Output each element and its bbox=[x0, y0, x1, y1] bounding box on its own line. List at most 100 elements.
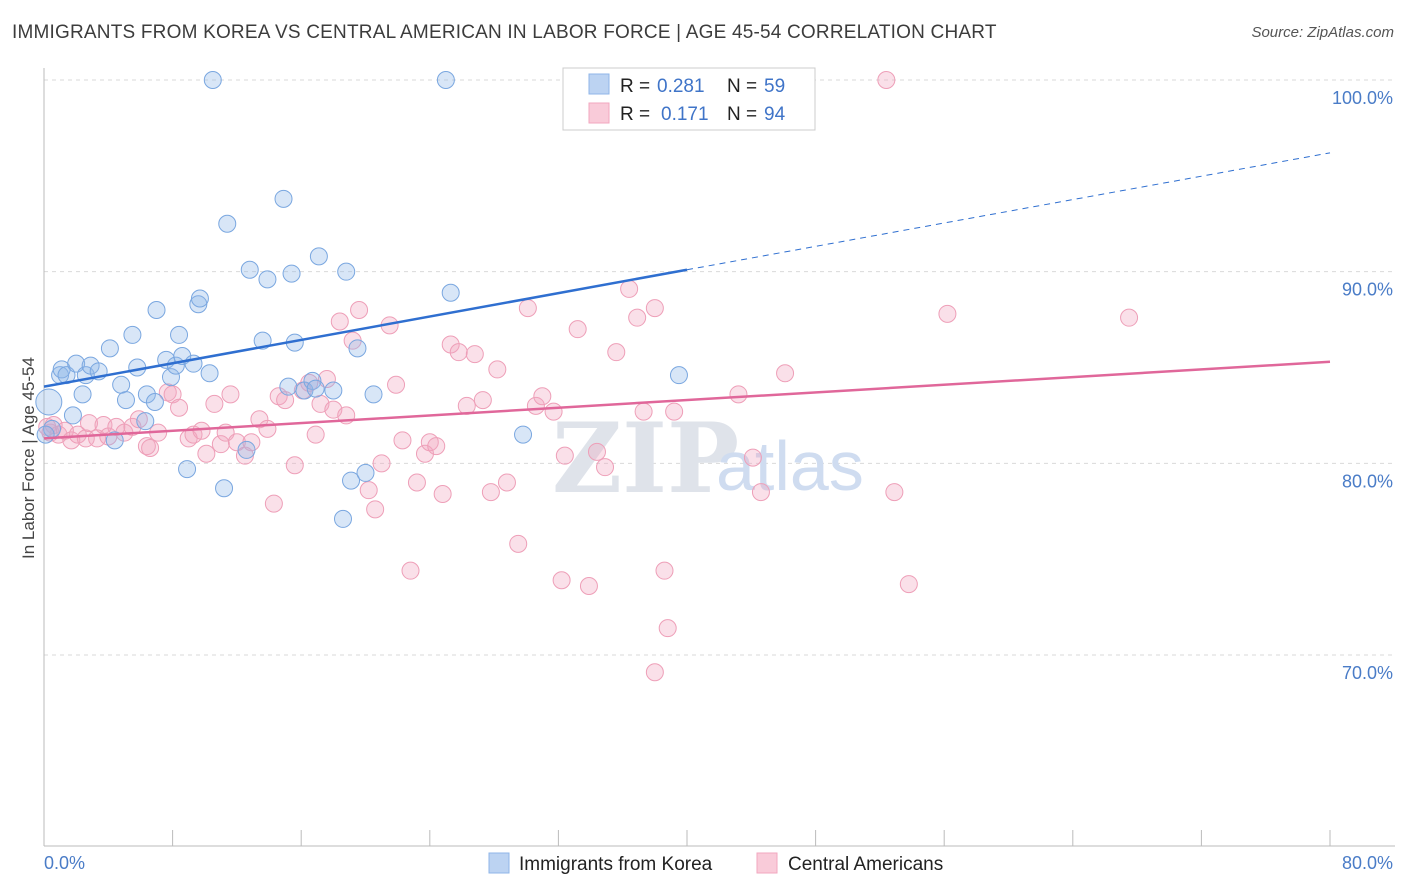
y-axis-label: In Labor Force | Age 45-54 bbox=[19, 357, 38, 559]
korea-point bbox=[240, 260, 259, 279]
central-point bbox=[620, 279, 639, 298]
korea-point bbox=[364, 385, 383, 404]
central-point bbox=[776, 364, 795, 383]
central-point bbox=[211, 435, 230, 454]
central-point bbox=[372, 454, 391, 473]
korea-point bbox=[282, 264, 301, 283]
watermark-zip: ZIP bbox=[552, 402, 739, 515]
central-point bbox=[645, 663, 664, 682]
central-point bbox=[655, 561, 674, 580]
korea-point bbox=[441, 283, 460, 302]
korea-point bbox=[190, 289, 209, 308]
legend-r-label-korea: R = bbox=[620, 76, 650, 97]
central-point bbox=[473, 391, 492, 410]
bottom-legend-swatch-korea bbox=[488, 852, 510, 874]
central-point bbox=[579, 577, 598, 595]
source-label: Source: ZipAtlas.com bbox=[1251, 24, 1394, 41]
korea-point bbox=[333, 509, 352, 528]
korea-point bbox=[63, 406, 82, 425]
korea-point bbox=[356, 463, 375, 482]
korea-point bbox=[342, 471, 361, 490]
central-point bbox=[350, 301, 369, 319]
korea-point bbox=[200, 364, 219, 383]
central-point bbox=[899, 575, 918, 594]
korea-point bbox=[274, 189, 293, 208]
central-point bbox=[628, 308, 647, 327]
trend-lines bbox=[43, 152, 1331, 440]
central-point bbox=[137, 437, 156, 456]
korea-point bbox=[161, 368, 180, 387]
legend-n-central: 94 bbox=[764, 104, 786, 125]
gridlines bbox=[44, 79, 1395, 656]
korea-point bbox=[258, 270, 277, 289]
central-point bbox=[359, 481, 378, 500]
x-tick-label: 0.0% bbox=[44, 853, 85, 873]
central-point bbox=[743, 448, 762, 467]
central-point bbox=[276, 391, 295, 410]
central-point bbox=[449, 343, 468, 362]
axes bbox=[43, 68, 1395, 847]
central-point bbox=[555, 446, 574, 465]
chart-title: IMMIGRANTS FROM KOREA VS CENTRAL AMERICA… bbox=[12, 22, 997, 43]
central-point bbox=[141, 439, 160, 457]
korea-point bbox=[112, 375, 131, 394]
central-point bbox=[607, 343, 626, 362]
legend-n-label-korea: N = bbox=[727, 76, 757, 97]
central-point bbox=[80, 414, 99, 433]
korea-point bbox=[170, 325, 189, 344]
legend-n-label-central: N = bbox=[727, 104, 757, 125]
korea-point bbox=[237, 440, 256, 459]
central-point bbox=[306, 425, 325, 444]
korea-point bbox=[116, 391, 135, 410]
korea-point bbox=[203, 71, 222, 89]
korea-point bbox=[309, 247, 328, 266]
central-point bbox=[285, 456, 304, 475]
korea-point bbox=[337, 262, 356, 281]
central-point bbox=[205, 394, 224, 413]
legend-r-label-central: R = bbox=[620, 104, 650, 125]
central-point bbox=[407, 473, 426, 492]
korea-trend-extension bbox=[686, 152, 1331, 271]
bottom-legend-swatch-central bbox=[756, 852, 778, 874]
korea-point bbox=[436, 71, 455, 89]
korea-point bbox=[306, 379, 325, 398]
central-point bbox=[170, 398, 189, 417]
korea-point bbox=[669, 366, 688, 385]
korea-point bbox=[36, 425, 55, 444]
y-tick-label: 90.0% bbox=[1342, 280, 1393, 300]
central-point bbox=[665, 402, 684, 421]
legend-swatch-korea bbox=[588, 73, 610, 95]
central-point bbox=[568, 320, 587, 339]
korea-point bbox=[348, 339, 367, 358]
central-point bbox=[197, 444, 216, 463]
bottom-legend-korea: Immigrants from Korea bbox=[519, 854, 713, 875]
korea-point bbox=[136, 412, 155, 431]
legend-n-korea: 59 bbox=[764, 76, 785, 97]
central-trend-line bbox=[43, 360, 1331, 440]
korea-point bbox=[324, 381, 343, 400]
central-point bbox=[877, 71, 896, 89]
korea-point bbox=[100, 339, 119, 358]
watermark: ZIP atlas bbox=[552, 402, 864, 515]
central-point bbox=[387, 375, 406, 394]
x-tick-label: 80.0% bbox=[1342, 853, 1393, 873]
central-point bbox=[518, 299, 537, 318]
korea-points bbox=[35, 71, 688, 528]
y-tick-label: 70.0% bbox=[1342, 663, 1393, 683]
legend-swatch-central bbox=[588, 102, 610, 124]
central-point bbox=[488, 360, 507, 379]
central-point bbox=[497, 473, 516, 492]
korea-point bbox=[35, 388, 63, 416]
korea-point bbox=[178, 460, 197, 479]
central-point bbox=[258, 419, 277, 438]
legend-r-korea: 0.281 bbox=[657, 76, 705, 97]
central-americans-points bbox=[38, 71, 1139, 682]
korea-point bbox=[67, 354, 86, 373]
korea-point bbox=[215, 479, 234, 498]
central-point bbox=[366, 500, 385, 519]
central-point bbox=[938, 304, 957, 323]
korea-point bbox=[145, 393, 164, 411]
central-point bbox=[533, 387, 552, 406]
central-point bbox=[658, 619, 677, 638]
